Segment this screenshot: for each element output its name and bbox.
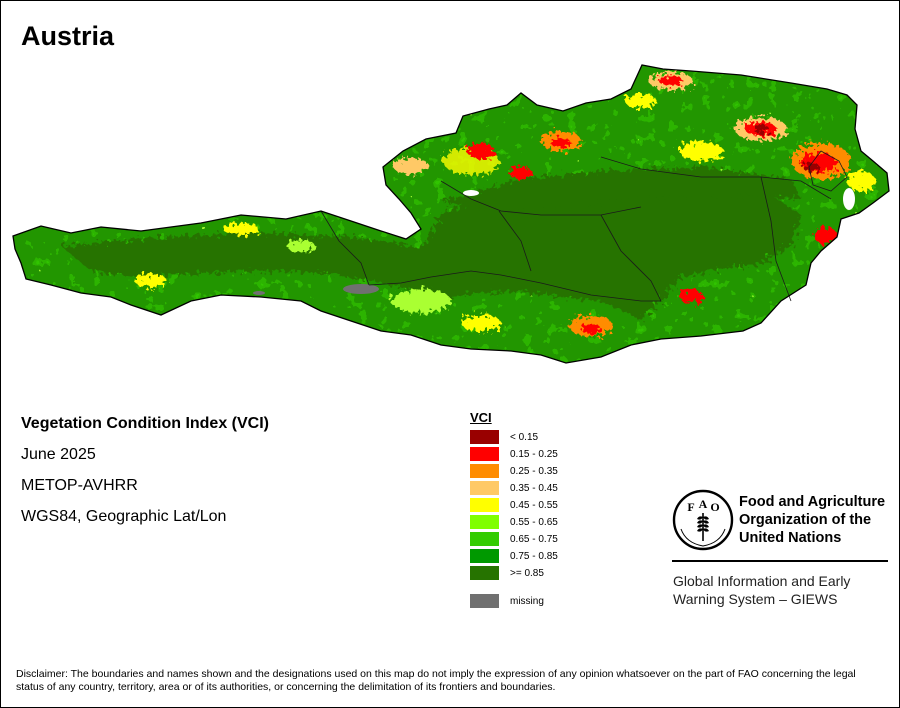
vci-raster <box>13 65 889 363</box>
legend-item: 0.45 - 0.55 <box>470 498 558 512</box>
vci-map <box>12 64 890 364</box>
legend-swatch <box>470 481 499 495</box>
fao-letter: F <box>687 500 694 514</box>
legend-item: 0.35 - 0.45 <box>470 481 558 495</box>
legend-label: 0.15 - 0.25 <box>510 448 558 460</box>
legend-item: 0.65 - 0.75 <box>470 532 558 546</box>
legend-swatch <box>470 549 499 563</box>
legend-item: 0.15 - 0.25 <box>470 447 558 461</box>
divider <box>672 560 888 562</box>
disclaimer: Disclaimer: The boundaries and names sho… <box>16 668 856 693</box>
legend-swatch <box>470 532 499 546</box>
legend-label: >= 0.85 <box>510 567 544 579</box>
product-projection: WGS84, Geographic Lat/Lon <box>21 508 227 525</box>
product-date: June 2025 <box>21 446 96 463</box>
legend-item: < 0.15 <box>470 430 538 444</box>
legend-item: 0.25 - 0.35 <box>470 464 558 478</box>
fao-name-line: Organization of the <box>739 512 872 528</box>
legend-swatch <box>470 430 499 444</box>
legend-label-missing: missing <box>510 595 544 607</box>
legend-label: 0.35 - 0.45 <box>510 482 558 494</box>
giews-name-line: Global Information and Early <box>673 573 851 589</box>
fao-name: Food and Agriculture Organization of the… <box>739 493 889 547</box>
legend-swatch <box>470 566 499 580</box>
legend-swatch <box>470 447 499 461</box>
map-title: Austria <box>21 21 115 51</box>
product-title: Vegetation Condition Index (VCI) <box>21 415 269 432</box>
legend-swatch <box>470 515 499 529</box>
legend-label: < 0.15 <box>510 431 539 443</box>
legend-label: 0.25 - 0.35 <box>510 465 558 477</box>
legend-swatch <box>470 498 499 512</box>
product-sensor: METOP-AVHRR <box>21 477 138 494</box>
province-boundaries <box>320 150 848 302</box>
legend-label: 0.55 - 0.65 <box>510 516 558 528</box>
legend-title: VCI <box>470 410 492 425</box>
legend-swatch-missing <box>470 594 499 608</box>
legend-label: 0.75 - 0.85 <box>510 550 558 562</box>
fao-letter: O <box>710 500 719 514</box>
legend-item-missing: missing <box>470 594 544 608</box>
legend-item: >= 0.85 <box>470 566 544 580</box>
fao-emblem-icon: F A O <box>672 489 734 551</box>
fao-name-line: United Nations <box>739 530 842 546</box>
legend-label: 0.65 - 0.75 <box>510 533 558 545</box>
legend-swatch <box>470 464 499 478</box>
fao-name-line: Food and Agriculture <box>739 494 886 510</box>
giews-name-line: Warning System – GIEWS <box>673 591 838 607</box>
fao-letter: A <box>699 497 708 511</box>
legend-item: 0.55 - 0.65 <box>470 515 558 529</box>
giews-name: Global Information and Early Warning Sys… <box>673 572 850 608</box>
legend-label: 0.45 - 0.55 <box>510 499 558 511</box>
legend-item: 0.75 - 0.85 <box>470 549 558 563</box>
